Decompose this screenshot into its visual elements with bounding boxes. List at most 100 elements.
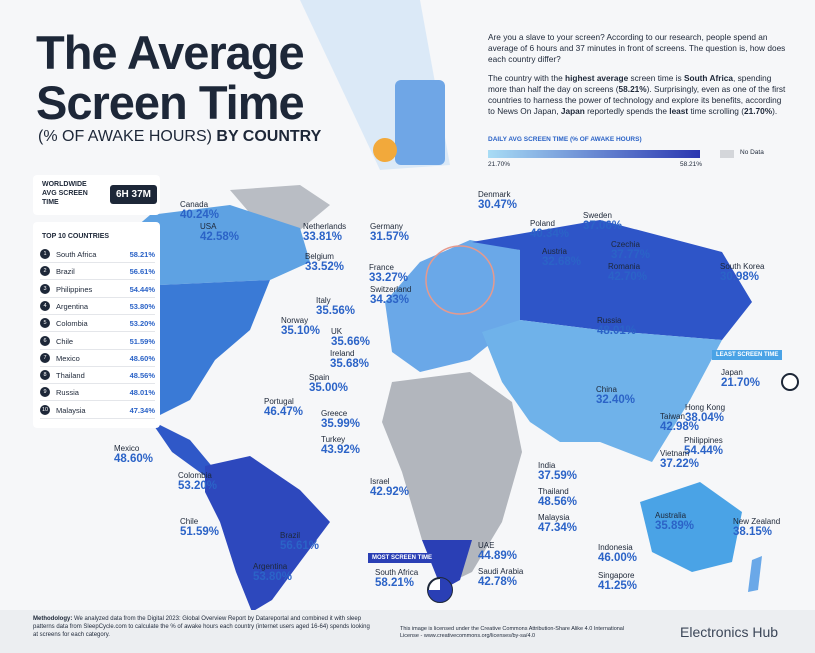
intro-run: highest average bbox=[565, 73, 629, 83]
country-value: 53.20% bbox=[178, 480, 218, 492]
country-label: Austria 32.68% bbox=[542, 247, 581, 268]
country-value: 54.44% bbox=[684, 445, 724, 457]
country: Thailand bbox=[56, 371, 85, 381]
country-value: 51.59% bbox=[180, 526, 220, 538]
country-value: 32.68% bbox=[542, 256, 582, 268]
country-name: Taiwan bbox=[660, 412, 685, 421]
country-label: Israel 42.92% bbox=[370, 477, 409, 498]
country-name: Portugal bbox=[264, 397, 294, 406]
country-value: 41.25% bbox=[598, 580, 638, 592]
country-value: 33.27% bbox=[369, 272, 409, 284]
value: 53.20% bbox=[129, 319, 155, 329]
country-name: Czechia bbox=[611, 240, 640, 249]
country-label: Thailand 48.56% bbox=[538, 487, 577, 508]
methodology-text: We analyzed data from the Digital 2023: … bbox=[33, 616, 370, 638]
title: The Average bbox=[36, 26, 305, 79]
value: 56.61% bbox=[129, 267, 155, 277]
license: This image is licensed under the Creativ… bbox=[400, 626, 625, 639]
value: 48.60% bbox=[129, 353, 155, 363]
value: 48.56% bbox=[129, 371, 155, 381]
country-name: Switzerland bbox=[370, 285, 412, 294]
rank: 1 bbox=[40, 249, 50, 259]
country-name: Sweden bbox=[583, 211, 612, 220]
russia bbox=[472, 220, 752, 340]
south-america bbox=[205, 456, 330, 612]
methodology-label: Methodology: bbox=[33, 616, 73, 622]
value: 54.44% bbox=[129, 284, 155, 294]
south-africa bbox=[422, 540, 472, 590]
country-label: Chile 51.59% bbox=[180, 517, 219, 538]
country-value: 40.34% bbox=[530, 228, 570, 240]
country-value: 46.47% bbox=[264, 406, 304, 418]
country-name: France bbox=[369, 263, 394, 272]
intro: Are you a slave to your screen? Accordin… bbox=[488, 32, 786, 64]
country-name: Argentina bbox=[253, 562, 288, 571]
country-name: Malaysia bbox=[538, 513, 570, 522]
intro: The country with the highest average scr… bbox=[488, 73, 788, 117]
country-name: Mexico bbox=[114, 444, 140, 453]
country-name: Singapore bbox=[598, 571, 635, 580]
timer-fill bbox=[428, 578, 452, 602]
country-label: Norway 35.10% bbox=[281, 316, 320, 337]
subtitle-part: BY COUNTRY bbox=[216, 128, 322, 145]
phone bbox=[395, 80, 445, 165]
country-label: Ireland 35.68% bbox=[330, 349, 369, 370]
country-name: Russia bbox=[597, 316, 622, 325]
country-label: Switzerland 34.33% bbox=[370, 285, 411, 306]
worldwide-value: 6H 37M bbox=[110, 185, 158, 204]
rank: 3 bbox=[40, 283, 50, 294]
country-label: India 37.59% bbox=[538, 461, 577, 482]
country: Colombia bbox=[56, 319, 88, 329]
intro-run: ). Surprisingly, even as one of the firs… bbox=[488, 84, 786, 116]
country-label: Japan 21.70% bbox=[721, 368, 760, 389]
country-value: 42.58% bbox=[200, 231, 240, 243]
country-value: 38.15% bbox=[733, 526, 773, 538]
country-label: Philippines 54.44% bbox=[684, 436, 723, 457]
value: 47.34% bbox=[129, 405, 155, 415]
country-label: Sweden 37.06% bbox=[583, 211, 622, 232]
africa bbox=[382, 372, 522, 585]
legend-max: 58.21% bbox=[680, 161, 703, 168]
country-label: Romania 42.70% bbox=[608, 262, 647, 283]
country-value: 35.99% bbox=[321, 418, 361, 430]
country-name: Hong Kong bbox=[685, 403, 726, 412]
intro-run: least bbox=[669, 106, 689, 116]
country-value: 37.22% bbox=[660, 458, 700, 470]
country-label: Italy 35.56% bbox=[316, 296, 355, 317]
top10-row: 9 Russia 48.01% bbox=[40, 386, 155, 402]
country-value: 30.98% bbox=[720, 271, 760, 283]
methodology: Methodology: We analyzed data from the D… bbox=[33, 615, 373, 639]
country: Malaysia bbox=[56, 405, 86, 415]
country-name: Poland bbox=[530, 219, 555, 228]
australia bbox=[640, 482, 742, 572]
country-name: Saudi Arabia bbox=[478, 567, 524, 576]
country: Russia bbox=[56, 388, 79, 398]
country-label: Russia 48.01% bbox=[597, 316, 636, 337]
country-label: Indonesia 46.00% bbox=[598, 543, 637, 564]
country-value: 35.68% bbox=[330, 358, 370, 370]
country-name: Vietnam bbox=[660, 449, 690, 458]
country-name: Ireland bbox=[330, 349, 355, 358]
country-label: Denmark 30.47% bbox=[478, 190, 517, 211]
country-name: Canada bbox=[180, 200, 209, 209]
country-value: 33.81% bbox=[303, 231, 343, 243]
top10-row: 10 Malaysia 47.34% bbox=[40, 404, 155, 419]
country-value: 38.04% bbox=[685, 412, 725, 424]
intro-run: ). bbox=[772, 106, 778, 116]
country-value: 31.57% bbox=[370, 231, 410, 243]
value: 51.59% bbox=[129, 336, 155, 346]
country-name: Greece bbox=[321, 409, 348, 418]
country-value: 30.47% bbox=[478, 199, 518, 211]
legend-title: DAILY AVG SCREEN TIME (% OF AWAKE HOURS) bbox=[488, 136, 642, 143]
top10-box bbox=[33, 222, 160, 428]
country-label: France 33.27% bbox=[369, 263, 408, 284]
country-value: 32.40% bbox=[596, 394, 636, 406]
country-name: Indonesia bbox=[598, 543, 633, 552]
subtitle-part: (% OF AWAKE HOURS) bbox=[38, 128, 212, 145]
mexico bbox=[150, 420, 215, 476]
subtitle: (% OF AWAKE HOURS) BY COUNTRY bbox=[38, 128, 321, 146]
rank: 8 bbox=[40, 370, 50, 381]
country-label: Greece 35.99% bbox=[321, 409, 360, 430]
top10-row: 7 Mexico 48.60% bbox=[40, 352, 155, 367]
